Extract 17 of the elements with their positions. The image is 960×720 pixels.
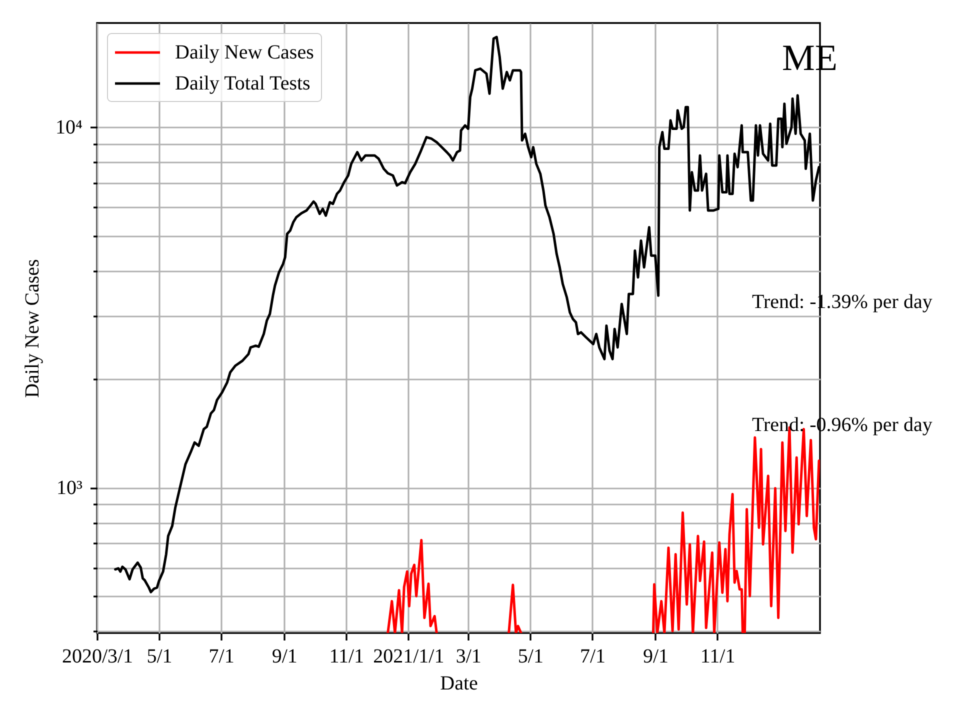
legend-label: Daily New Cases: [175, 42, 314, 64]
legend-label: Daily Total Tests: [175, 72, 311, 94]
x-tick-label: 5/1: [146, 646, 172, 668]
y-tick-label: 10³: [56, 477, 82, 500]
x-tick-label: 7/1: [580, 646, 606, 668]
x-tick-label: 5/1: [518, 646, 544, 668]
y-axis-title: Daily New Cases: [22, 258, 44, 398]
x-axis-title: Date: [440, 672, 478, 694]
x-tick-label: 11/1: [700, 646, 736, 668]
x-tick-label: 3/1: [456, 646, 482, 668]
x-tick-label: 2021/1/1: [373, 646, 444, 668]
x-tick-label: 11/1: [329, 646, 364, 668]
x-tick-label: 9/1: [272, 646, 298, 668]
x-tick-label: 9/1: [642, 646, 669, 668]
x-tick-label: 2020/3/1: [62, 646, 134, 668]
y-tick-label: 10⁴: [56, 116, 83, 139]
x-tick-label: 7/1: [208, 646, 234, 668]
